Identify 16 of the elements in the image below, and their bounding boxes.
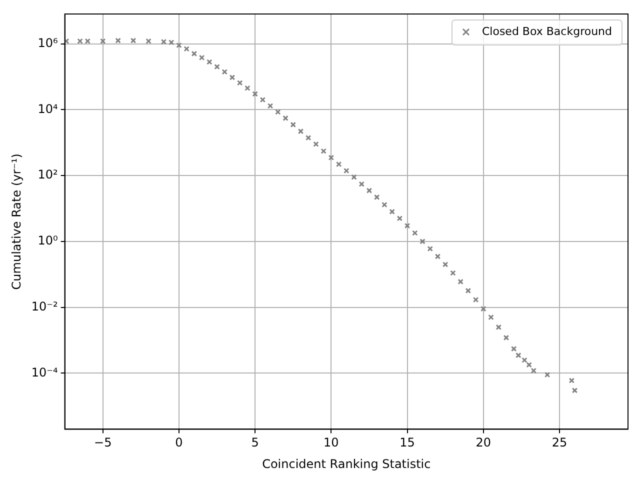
y-tick-label: 10⁴ (38, 102, 58, 116)
x-axis-title: Coincident Ranking Statistic (262, 456, 431, 471)
y-axis-title: Cumulative Rate (yr⁻¹) (9, 154, 24, 290)
y-tick-label: 10⁰ (38, 234, 58, 248)
y-tick-label: 10² (38, 168, 58, 182)
x-tick-label: 5 (251, 436, 259, 450)
x-tick-label: −5 (94, 436, 112, 450)
x-tick-label: 15 (400, 436, 415, 450)
x-tick-label: 0 (175, 436, 183, 450)
y-tick-label: 10⁻² (31, 299, 58, 314)
x-tick-label: 25 (552, 436, 568, 450)
x-tick-label: 10 (324, 436, 339, 450)
y-tick-label: 10⁶ (38, 36, 58, 50)
y-tick-label: 10⁻⁴ (31, 365, 58, 380)
x-tick-label: 20 (476, 436, 492, 450)
legend-label: Closed Box Background (482, 24, 612, 38)
